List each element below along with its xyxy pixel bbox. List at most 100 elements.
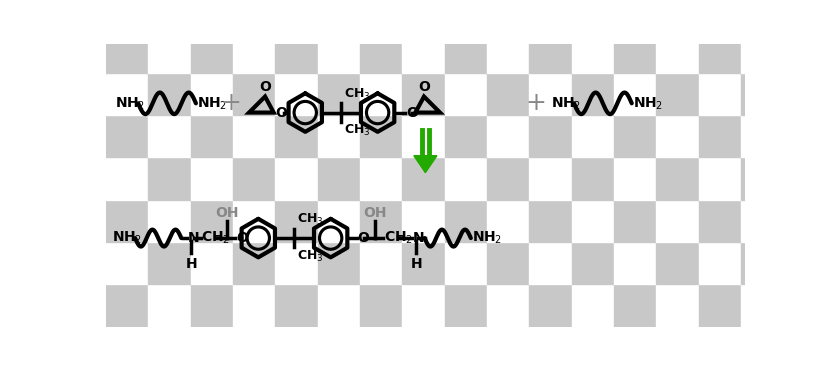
Bar — [614, 284, 657, 327]
Bar — [530, 157, 572, 200]
Bar — [403, 200, 445, 242]
Bar — [445, 73, 487, 115]
Bar — [784, 200, 826, 242]
Bar — [445, 200, 487, 242]
Bar — [149, 115, 191, 157]
Bar — [149, 73, 191, 115]
Text: NH$_2$: NH$_2$ — [115, 95, 145, 112]
Bar — [318, 30, 360, 73]
Text: N: N — [188, 231, 199, 245]
Bar — [360, 115, 403, 157]
Bar — [233, 73, 276, 115]
Bar — [487, 115, 530, 157]
Bar — [149, 242, 191, 284]
Bar — [403, 242, 445, 284]
Bar — [741, 115, 784, 157]
Bar — [403, 30, 445, 73]
Bar — [318, 157, 360, 200]
Bar — [530, 200, 572, 242]
Bar — [572, 73, 614, 115]
Text: O: O — [276, 106, 287, 120]
Bar — [233, 284, 276, 327]
Bar — [572, 242, 614, 284]
Bar — [191, 200, 233, 242]
Bar — [106, 200, 149, 242]
Bar — [530, 0, 572, 30]
Bar — [487, 0, 530, 30]
Bar — [106, 0, 149, 30]
Bar — [699, 0, 741, 30]
FancyArrow shape — [414, 156, 437, 172]
Bar — [784, 115, 826, 157]
Bar — [276, 115, 318, 157]
Bar — [487, 284, 530, 327]
Text: CH$_3$: CH$_3$ — [297, 249, 324, 264]
Bar — [657, 115, 699, 157]
Bar — [572, 0, 614, 30]
Text: OH: OH — [364, 206, 387, 219]
Bar — [233, 200, 276, 242]
Bar — [741, 200, 784, 242]
Bar — [614, 115, 657, 157]
Bar — [276, 284, 318, 327]
Bar — [318, 0, 360, 30]
Bar — [445, 115, 487, 157]
Bar — [149, 30, 191, 73]
Bar — [403, 284, 445, 327]
Bar — [699, 200, 741, 242]
Text: CH$_3$: CH$_3$ — [344, 123, 370, 138]
Bar — [360, 284, 403, 327]
Bar — [233, 242, 276, 284]
Bar — [360, 73, 403, 115]
Bar — [614, 73, 657, 115]
Bar — [487, 73, 530, 115]
Bar — [572, 30, 614, 73]
Bar — [106, 284, 149, 327]
Text: +: + — [220, 91, 241, 115]
Bar — [657, 0, 699, 30]
Bar — [657, 73, 699, 115]
Text: CH$_2$: CH$_2$ — [202, 230, 231, 246]
Bar — [699, 157, 741, 200]
Bar — [530, 30, 572, 73]
Bar — [741, 30, 784, 73]
Bar — [191, 157, 233, 200]
Bar — [318, 200, 360, 242]
Bar — [445, 0, 487, 30]
Bar — [403, 73, 445, 115]
Bar — [614, 30, 657, 73]
Bar — [784, 0, 826, 30]
Bar — [106, 242, 149, 284]
Bar — [784, 284, 826, 327]
Bar — [191, 284, 233, 327]
Bar — [445, 157, 487, 200]
Bar — [487, 200, 530, 242]
Bar — [657, 242, 699, 284]
Bar — [614, 242, 657, 284]
Bar — [403, 157, 445, 200]
Bar — [530, 242, 572, 284]
Text: O: O — [259, 80, 271, 94]
Bar — [572, 157, 614, 200]
Bar — [276, 200, 318, 242]
Bar — [233, 0, 276, 30]
Bar — [149, 157, 191, 200]
Bar — [106, 115, 149, 157]
Bar — [318, 242, 360, 284]
Bar — [657, 200, 699, 242]
Bar — [784, 73, 826, 115]
Bar — [699, 242, 741, 284]
Text: NH$_2$: NH$_2$ — [472, 230, 502, 246]
Bar — [233, 115, 276, 157]
Bar — [191, 30, 233, 73]
Text: O: O — [418, 80, 430, 94]
Bar — [191, 73, 233, 115]
Bar — [106, 73, 149, 115]
Bar — [784, 30, 826, 73]
Bar — [784, 242, 826, 284]
Text: O: O — [406, 106, 418, 120]
Bar — [149, 0, 191, 30]
Bar — [699, 115, 741, 157]
Bar — [403, 115, 445, 157]
Bar — [403, 0, 445, 30]
